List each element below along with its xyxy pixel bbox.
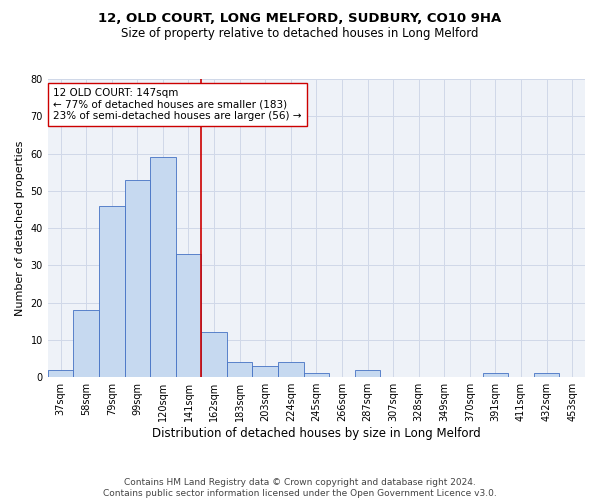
Bar — [534, 374, 559, 377]
Bar — [150, 158, 176, 377]
Bar — [99, 206, 125, 377]
Bar — [227, 362, 253, 377]
Bar — [304, 374, 329, 377]
Text: Contains HM Land Registry data © Crown copyright and database right 2024.
Contai: Contains HM Land Registry data © Crown c… — [103, 478, 497, 498]
X-axis label: Distribution of detached houses by size in Long Melford: Distribution of detached houses by size … — [152, 427, 481, 440]
Bar — [176, 254, 201, 377]
Bar — [73, 310, 99, 377]
Y-axis label: Number of detached properties: Number of detached properties — [15, 140, 25, 316]
Text: 12 OLD COURT: 147sqm
← 77% of detached houses are smaller (183)
23% of semi-deta: 12 OLD COURT: 147sqm ← 77% of detached h… — [53, 88, 302, 121]
Bar — [482, 374, 508, 377]
Text: 12, OLD COURT, LONG MELFORD, SUDBURY, CO10 9HA: 12, OLD COURT, LONG MELFORD, SUDBURY, CO… — [98, 12, 502, 26]
Bar — [48, 370, 73, 377]
Bar — [125, 180, 150, 377]
Bar — [278, 362, 304, 377]
Bar — [253, 366, 278, 377]
Bar — [355, 370, 380, 377]
Text: Size of property relative to detached houses in Long Melford: Size of property relative to detached ho… — [121, 28, 479, 40]
Bar — [201, 332, 227, 377]
